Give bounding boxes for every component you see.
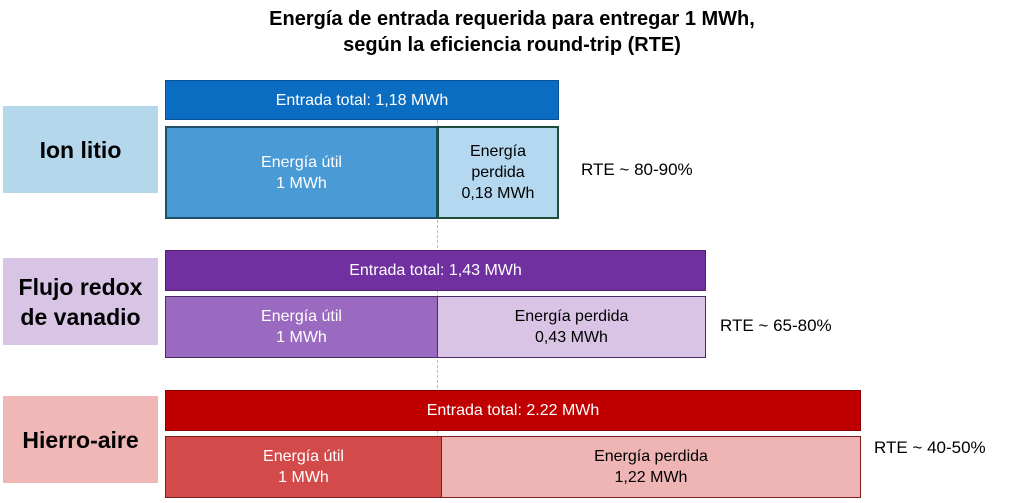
lost-title-ion-litio: Energía xyxy=(469,143,527,160)
label-hierro-aire-text: Hierro-aire xyxy=(22,426,139,453)
total-label-flujo-redox: Entrada total: 1,43 MWh xyxy=(349,262,522,279)
rte-ion-litio: RTE ~ 80-90% xyxy=(581,160,693,179)
useful-value-flujo-redox: 1 MWh xyxy=(276,329,327,346)
useful-value-hierro-aire: 1 MWh xyxy=(278,469,329,486)
lost-value-hierro-aire: 1,22 MWh xyxy=(614,469,688,486)
lost-bar-hierro-aire: Energía perdida 1,22 MWh xyxy=(441,436,861,498)
lost-title-hierro-aire: Energía perdida xyxy=(594,448,708,465)
lost-value-ion-litio: 0,18 MWh xyxy=(461,185,535,202)
total-bar-flujo-redox: Entrada total: 1,43 MWh xyxy=(165,250,706,291)
useful-bar-hierro-aire: Energía útil 1 MWh xyxy=(165,436,442,498)
title-line-2: según la eficiencia round-trip (RTE) xyxy=(343,34,681,56)
rte-hierro-aire: RTE ~ 40-50% xyxy=(874,438,986,457)
useful-title-ion-litio: Energía útil xyxy=(261,153,342,171)
useful-value-ion-litio: 1 MWh xyxy=(276,174,327,192)
diagram-title: Energía de entrada requerida para entreg… xyxy=(0,6,1024,58)
label-hierro-aire: Hierro-aire xyxy=(3,396,158,483)
useful-title-flujo-redox: Energía útil xyxy=(261,308,342,325)
label-flujo-redox: Flujo redox de vanadio xyxy=(3,258,158,345)
total-bar-hierro-aire: Entrada total: 2.22 MWh xyxy=(165,390,861,431)
total-label-ion-litio: Entrada total: 1,18 MWh xyxy=(275,91,449,109)
label-ion-litio-text: Ion litio xyxy=(39,136,122,163)
title-line-1: Energía de entrada requerida para entreg… xyxy=(269,8,755,30)
label-ion-litio: Ion litio xyxy=(3,106,158,193)
rte-flujo-redox: RTE ~ 65-80% xyxy=(720,316,832,335)
useful-bar-ion-litio: Energía útil 1 MWh xyxy=(165,126,438,219)
lost-value-flujo-redox: 0,43 MWh xyxy=(535,329,608,346)
useful-bar-flujo-redox: Energía útil 1 MWh xyxy=(165,296,438,358)
total-bar-ion-litio: Entrada total: 1,18 MWh xyxy=(165,80,559,120)
useful-title-hierro-aire: Energía útil xyxy=(263,448,344,465)
label-flujo-redox-line2: de vanadio xyxy=(20,303,141,330)
total-label-hierro-aire: Entrada total: 2.22 MWh xyxy=(426,402,600,419)
lost-title2-ion-litio: perdida xyxy=(471,164,525,181)
label-flujo-redox-line1: Flujo redox xyxy=(18,273,143,300)
lost-bar-flujo-redox: Energía perdida 0,43 MWh xyxy=(437,296,706,358)
lost-title-flujo-redox: Energía perdida xyxy=(514,308,629,325)
lost-bar-ion-litio: Energía perdida 0,18 MWh xyxy=(437,126,559,219)
